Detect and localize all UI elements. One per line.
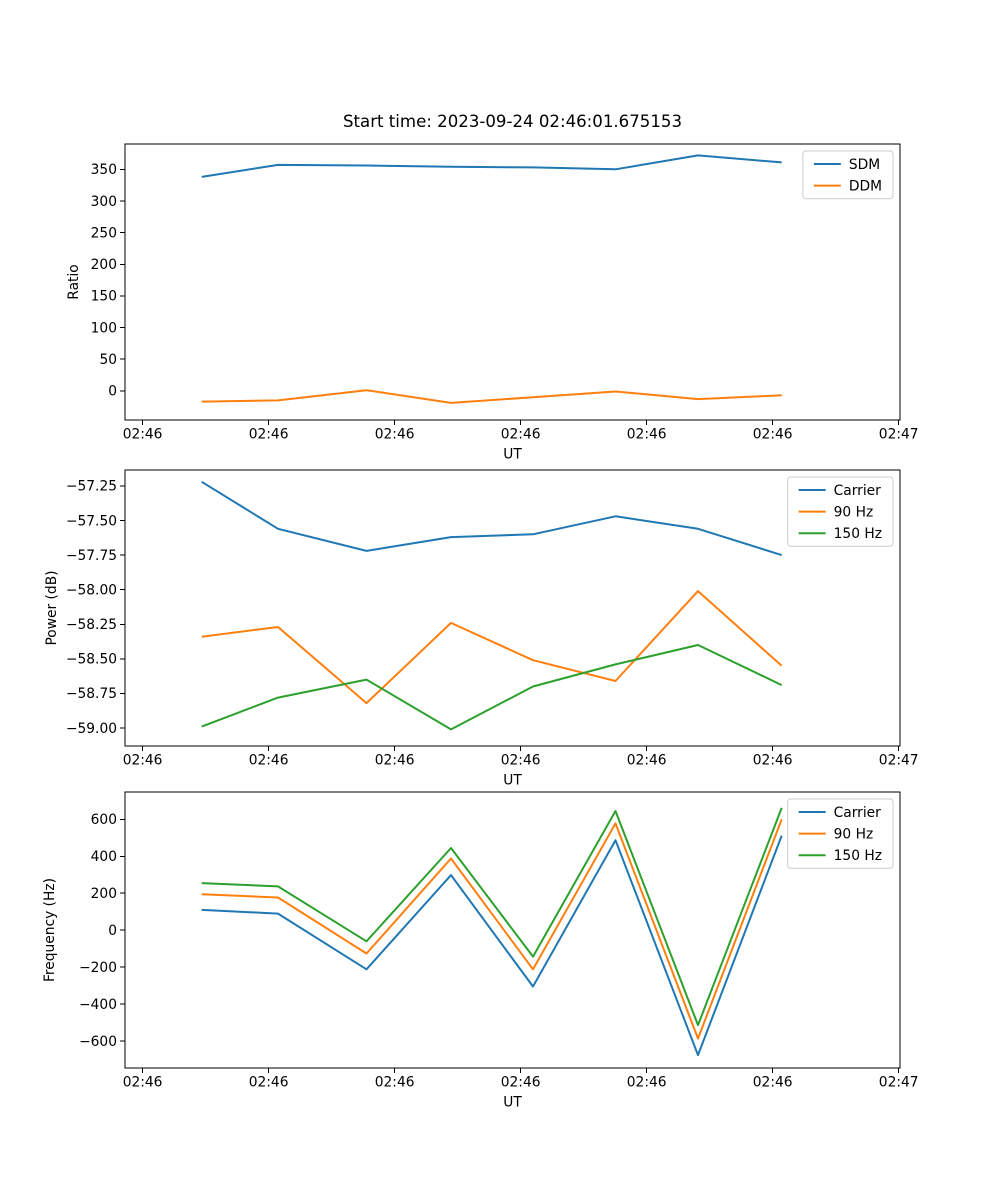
legend-label: Carrier [834, 483, 882, 499]
legend-box [787, 798, 894, 869]
x-tick-label: 02:46 [249, 427, 289, 443]
series-line-90-hz [201, 590, 783, 705]
y-axis-label: Power (dB) [44, 570, 60, 645]
axes-power-db: 02:46 02:46 02:46 02:46 02:46 02:46 02:47 −59.0… [44, 469, 919, 789]
axes-frame [124, 469, 901, 747]
y-tick-label: −57.25 [66, 479, 117, 495]
x-tick-label: 02:47 [879, 753, 919, 769]
y-tick-label: 50 [99, 352, 117, 368]
x-tick-label: 02:47 [879, 1075, 919, 1091]
y-tick-label: −600 [79, 1034, 117, 1050]
y-tick-label: −58.75 [66, 686, 117, 702]
series-line-carrier [201, 480, 782, 557]
x-tick-label: 02:46 [753, 427, 793, 443]
legend: Carrier 90 Hz 150 Hz [787, 476, 894, 547]
y-tick-label: −57.75 [66, 548, 117, 564]
x-axis-label: UT [503, 1095, 522, 1111]
x-tick-label: 02:46 [375, 753, 415, 769]
series-line-ddm [201, 389, 782, 404]
x-tick-label: 02:46 [123, 427, 163, 443]
x-tick-label: 02:46 [627, 1075, 667, 1091]
y-tick-label: −200 [79, 960, 117, 976]
axes-frame [124, 143, 901, 421]
y-tick-label: 0 [108, 923, 117, 939]
x-tick-label: 02:46 [123, 753, 163, 769]
legend-label: 90 Hz [834, 504, 874, 520]
axes-frequency-hz: 02:46 02:46 02:46 02:46 02:46 02:46 02:47 −600 −… [42, 791, 919, 1111]
y-tick-label: 600 [91, 812, 117, 828]
y-tick-label: −58.25 [66, 617, 117, 633]
x-axis-label: UT [503, 447, 522, 463]
figure-title: Start time: 2023-09-24 02:46:01.675153 [342, 112, 683, 131]
legend-box [802, 150, 894, 200]
x-tick-label: 02:46 [627, 753, 667, 769]
x-tick-label: 02:46 [501, 1075, 541, 1091]
y-tick-label: 150 [91, 289, 117, 305]
x-tick-label: 02:46 [753, 1075, 793, 1091]
x-tick-label: 02:46 [375, 427, 415, 443]
x-axis-label: UT [503, 773, 522, 789]
x-tick-label: 02:46 [249, 753, 289, 769]
y-tick-label: 250 [91, 225, 117, 241]
y-tick-label: 350 [91, 162, 117, 178]
x-tick-label: 02:46 [627, 427, 667, 443]
y-axis-label: Frequency (Hz) [42, 878, 58, 982]
axes-ratio: 02:46 02:46 02:46 02:46 02:46 02:46 02:47 0 50 10… [66, 143, 919, 463]
legend-label: 150 Hz [834, 848, 882, 864]
series-line-carrier [201, 835, 783, 1057]
legend-label: Carrier [834, 805, 882, 821]
y-tick-label: 200 [91, 886, 117, 902]
series-line-90-hz [201, 818, 783, 1040]
x-tick-label: 02:46 [249, 1075, 289, 1091]
series-line-sdm [201, 154, 782, 178]
x-tick-label: 02:46 [123, 1075, 163, 1091]
legend-label: DDM [849, 178, 882, 194]
legend-label: 90 Hz [834, 826, 874, 842]
legend-label: 150 Hz [834, 526, 882, 542]
series-line-150-hz [201, 807, 783, 1027]
y-tick-label: −58.50 [66, 652, 117, 668]
series-line-150-hz [201, 644, 783, 731]
y-tick-label: 100 [91, 320, 117, 336]
y-tick-label: −58.00 [66, 582, 117, 598]
y-tick-label: −59.00 [66, 721, 117, 737]
axes-frame [124, 791, 901, 1069]
x-tick-label: 02:46 [375, 1075, 415, 1091]
legend-label: SDM [849, 157, 880, 173]
legend: Carrier 90 Hz 150 Hz [787, 798, 894, 869]
y-axis-label: Ratio [66, 264, 82, 299]
y-tick-label: −57.50 [66, 513, 117, 529]
y-tick-label: 300 [91, 194, 117, 210]
y-tick-label: 400 [91, 849, 117, 865]
x-tick-label: 02:46 [501, 753, 541, 769]
x-tick-label: 02:46 [753, 753, 793, 769]
legend: SDM DDM [802, 150, 894, 200]
y-tick-label: 200 [91, 257, 117, 273]
legend-box [787, 476, 894, 547]
y-tick-label: −400 [79, 997, 117, 1013]
y-tick-label: 0 [108, 384, 117, 400]
x-tick-label: 02:47 [879, 427, 919, 443]
x-tick-label: 02:46 [501, 427, 541, 443]
